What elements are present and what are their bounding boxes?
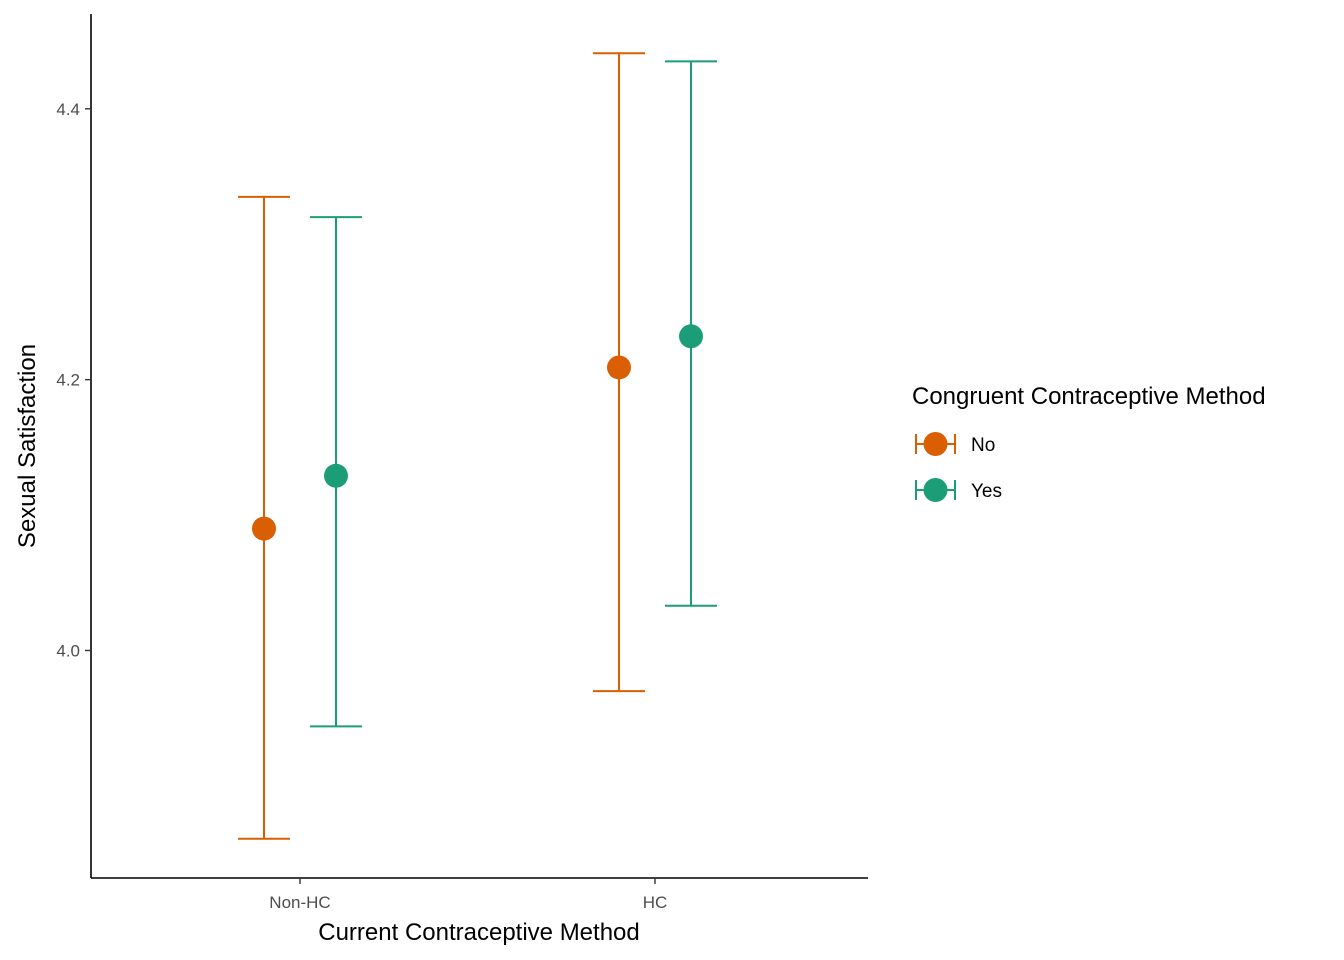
x-tick-label: HC [643,893,668,912]
legend-item: No [915,432,995,456]
data-point [679,324,703,349]
y-tick-label: 4.4 [56,100,80,119]
data-point [607,355,631,380]
y-tick-label: 4.0 [56,641,80,660]
legend-key-point [923,478,948,502]
data-point [252,516,276,541]
legend-item: Yes [915,478,1002,502]
data-point [324,463,348,488]
x-axis-title: Current Contraceptive Method [318,919,640,946]
legend-label: Yes [971,481,1002,502]
x-tick-label: Non-HC [269,893,330,912]
legend-title: Congruent Contraceptive Method [912,383,1266,410]
legend-label: No [971,435,995,456]
legend: Congruent Contraceptive Method No Yes [912,383,1266,502]
y-tick-label: 4.2 [56,371,80,390]
legend-key-point [923,432,948,456]
plot-marks [238,52,717,840]
y-axis-title: Sexual Satisfaction [14,344,41,548]
axes: 4.0 4.2 4.4 Non-HC HC [56,14,868,912]
